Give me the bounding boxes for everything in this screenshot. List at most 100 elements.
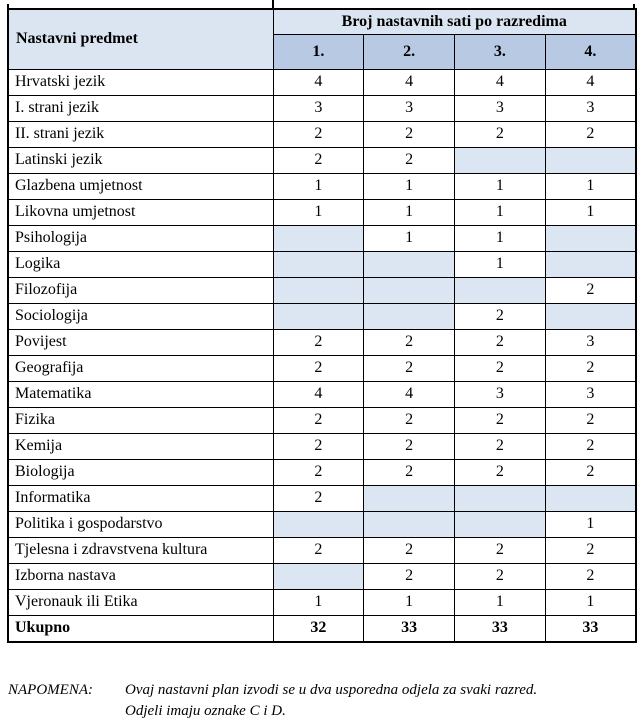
empty-hours-cell	[363, 484, 455, 512]
subject-cell: Geografija	[7, 354, 274, 382]
total-row: Ukupno 32 33 33 33	[7, 614, 637, 643]
subject-cell: Informatika	[7, 484, 274, 512]
subject-cell: Matematika	[7, 380, 274, 408]
hours-cell: 3	[363, 94, 455, 122]
class-header-1: 1.	[272, 33, 365, 70]
curriculum-table: Nastavni predmet Broj nastavnih sati po …	[7, 8, 638, 643]
hours-cell: 2	[272, 458, 365, 486]
footnote: NAPOMENA: Ovaj nastavni plan izvodi se u…	[8, 680, 633, 722]
empty-hours-cell	[363, 250, 455, 278]
table-row: Glazbena umjetnost 1 1 1 1	[7, 172, 637, 200]
subject-cell: I. strani jezik	[7, 94, 274, 122]
empty-hours-cell	[544, 250, 637, 278]
empty-hours-cell	[272, 562, 365, 590]
hours-cell: 2	[363, 536, 455, 564]
class-header-2: 2.	[363, 33, 455, 70]
table-row: Sociologija 2	[7, 302, 637, 330]
table-row: I. strani jezik 3 3 3 3	[7, 94, 637, 122]
hours-cell: 2	[272, 146, 365, 174]
hours-cell: 2	[544, 458, 637, 486]
table-row: Informatika 2	[7, 484, 637, 512]
hours-cell: 1	[454, 198, 546, 226]
hours-cell: 4	[454, 68, 546, 96]
hours-cell: 2	[454, 458, 546, 486]
empty-hours-cell	[363, 302, 455, 330]
hours-cell: 2	[363, 354, 455, 382]
empty-hours-cell	[272, 250, 365, 278]
total-hours-cell: 32	[272, 614, 365, 643]
table-border-artifact-middle	[272, 0, 274, 10]
table-row: Logika 1	[7, 250, 637, 278]
table-row: Izborna nastava 2 2 2	[7, 562, 637, 590]
hours-cell: 4	[272, 380, 365, 408]
subject-cell: Sociologija	[7, 302, 274, 330]
subject-cell: Izborna nastava	[7, 562, 274, 590]
subject-cell: Likovna umjetnost	[7, 198, 274, 226]
hours-cell: 4	[363, 380, 455, 408]
table-header: Nastavni predmet Broj nastavnih sati po …	[7, 8, 637, 70]
hours-cell: 2	[363, 458, 455, 486]
empty-hours-cell	[272, 276, 365, 304]
table-row: Likovna umjetnost 1 1 1 1	[7, 198, 637, 226]
hours-cell: 2	[363, 146, 455, 174]
table-row: Biologija 2 2 2 2	[7, 458, 637, 486]
empty-hours-cell	[544, 484, 637, 512]
subject-cell: Filozofija	[7, 276, 274, 304]
hours-cell: 1	[272, 172, 365, 200]
hours-cell: 1	[454, 172, 546, 200]
subject-rows: Hrvatski jezik 4 4 4 4 I. strani jezik 3 3 3 3 II.…	[7, 68, 637, 616]
table-row: Psihologija 1 1	[7, 224, 637, 252]
table-row: Filozofija 2	[7, 276, 637, 304]
subject-cell: Vjeronauk ili Etika	[7, 588, 274, 616]
table-row: Geografija 2 2 2 2	[7, 354, 637, 382]
hours-cell: 2	[544, 354, 637, 382]
subject-cell: II. strani jezik	[7, 120, 274, 148]
hours-group-header: Broj nastavnih sati po razredima	[272, 8, 637, 35]
table-row: Povijest 2 2 2 3	[7, 328, 637, 356]
hours-cell: 1	[544, 510, 637, 538]
hours-cell: 2	[454, 120, 546, 148]
hours-cell: 2	[272, 432, 365, 460]
table-row: Vjeronauk ili Etika 1 1 1 1	[7, 588, 637, 616]
total-label-cell: Ukupno	[7, 614, 274, 643]
empty-hours-cell	[544, 302, 637, 330]
hours-cell: 2	[454, 406, 546, 434]
hours-cell: 2	[272, 120, 365, 148]
hours-cell: 2	[272, 354, 365, 382]
table-row: Kemija 2 2 2 2	[7, 432, 637, 460]
footnote-line: Odjeli imaju oznake C i D.	[125, 703, 286, 719]
hours-cell: 2	[363, 328, 455, 356]
hours-cell: 2	[544, 406, 637, 434]
subject-cell: Hrvatski jezik	[7, 68, 274, 96]
empty-hours-cell	[272, 302, 365, 330]
empty-hours-cell	[454, 484, 546, 512]
hours-cell: 1	[363, 588, 455, 616]
hours-cell: 1	[454, 250, 546, 278]
hours-cell: 1	[454, 224, 546, 252]
hours-cell: 1	[544, 172, 637, 200]
hours-cell: 4	[363, 68, 455, 96]
hours-cell: 2	[272, 406, 365, 434]
empty-hours-cell	[363, 510, 455, 538]
hours-cell: 3	[272, 94, 365, 122]
class-header-3: 3.	[454, 33, 546, 70]
table-row: Fizika 2 2 2 2	[7, 406, 637, 434]
hours-cell: 4	[544, 68, 637, 96]
hours-cell: 3	[454, 94, 546, 122]
hours-cell: 1	[363, 172, 455, 200]
table-border-artifact-left	[7, 4, 9, 10]
hours-cell: 2	[454, 328, 546, 356]
hours-cell: 3	[454, 380, 546, 408]
table-row: Matematika 4 4 3 3	[7, 380, 637, 408]
table-footer: Ukupno 32 33 33 33	[7, 614, 637, 643]
subject-cell: Politika i gospodarstvo	[7, 510, 274, 538]
subject-cell: Logika	[7, 250, 274, 278]
hours-cell: 2	[454, 302, 546, 330]
hours-cell: 2	[272, 484, 365, 512]
hours-cell: 2	[363, 562, 455, 590]
hours-cell: 2	[272, 328, 365, 356]
hours-cell: 2	[272, 536, 365, 564]
hours-cell: 2	[454, 536, 546, 564]
footnote-line: Ovaj nastavni plan izvodi se u dva uspor…	[125, 682, 538, 698]
subject-cell: Glazbena umjetnost	[7, 172, 274, 200]
